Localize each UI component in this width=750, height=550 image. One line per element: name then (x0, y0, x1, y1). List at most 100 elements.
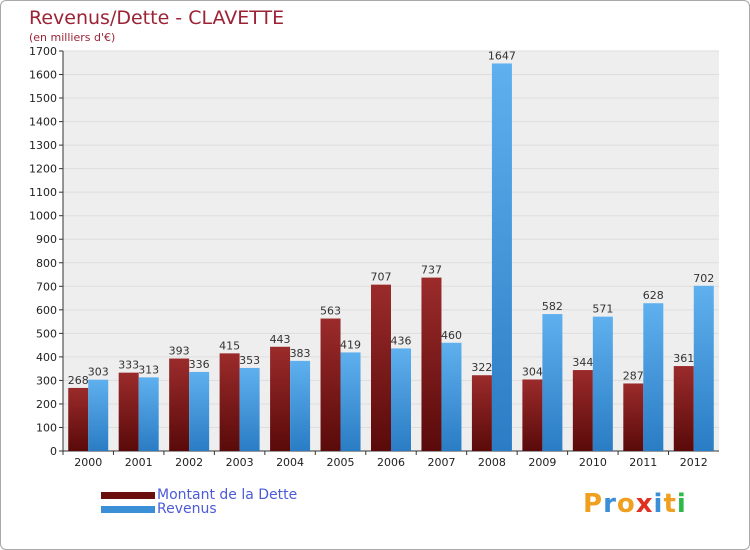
bar-debt (169, 358, 190, 451)
legend-swatch-revenue (101, 505, 155, 513)
bar-debt (673, 366, 694, 451)
data-label-revenue: 336 (189, 358, 210, 371)
data-label-debt: 344 (572, 356, 593, 369)
x-tick-label: 2005 (327, 456, 355, 469)
bar-debt (572, 370, 593, 451)
bar-revenue (290, 360, 311, 451)
x-tick-label: 2004 (276, 456, 304, 469)
x-tick-label: 2003 (226, 456, 254, 469)
logo-letter: t (663, 489, 677, 519)
data-label-debt: 304 (522, 365, 543, 378)
logo-letter: P (583, 489, 604, 519)
logo-letter: o (616, 489, 636, 519)
data-label-revenue: 1647 (488, 49, 516, 62)
data-label-revenue: 436 (391, 334, 412, 347)
data-label-debt: 737 (421, 264, 442, 277)
bar-debt (471, 375, 492, 451)
x-tick-label: 2011 (629, 456, 657, 469)
x-tick-label: 2008 (478, 456, 506, 469)
legend-item-revenue: Revenus (101, 501, 217, 517)
data-label-revenue: 702 (693, 272, 714, 285)
bar-debt (118, 372, 139, 451)
y-tick-label: 1600 (29, 69, 57, 82)
data-label-debt: 333 (118, 359, 139, 372)
x-tick-label: 2012 (680, 456, 708, 469)
data-label-debt: 563 (320, 305, 341, 318)
y-tick-label: 500 (36, 327, 57, 340)
y-tick-label: 0 (50, 445, 57, 458)
chart-subtitle: (en milliers d'€) (29, 31, 116, 44)
data-label-debt: 322 (471, 361, 492, 374)
bar-debt (320, 318, 341, 451)
y-tick-label: 200 (36, 398, 57, 411)
y-tick-label: 300 (36, 374, 57, 387)
bar-revenue (239, 367, 260, 451)
y-tick-label: 800 (36, 257, 57, 270)
data-label-debt: 415 (219, 339, 240, 352)
x-tick-label: 2006 (377, 456, 405, 469)
data-label-debt: 707 (371, 271, 392, 284)
bar-debt (219, 353, 240, 451)
chart-title: Revenus/Dette - CLAVETTE (29, 7, 285, 29)
data-label-revenue: 582 (542, 300, 563, 313)
logo-letter: i (653, 489, 664, 519)
legend-label-debt: Montant de la Dette (157, 487, 298, 503)
logo-letter: i (676, 489, 687, 519)
y-tick-label: 1100 (29, 186, 57, 199)
data-label-revenue: 628 (643, 289, 664, 302)
data-label-revenue: 571 (592, 303, 613, 316)
bar-revenue (693, 285, 714, 451)
bar-debt (522, 379, 543, 451)
bar-debt (421, 277, 442, 451)
y-tick-label: 700 (36, 280, 57, 293)
y-tick-label: 100 (36, 421, 57, 434)
bar-revenue (491, 63, 512, 452)
logo-letter: r (603, 489, 617, 519)
logo-letter: x (635, 489, 654, 519)
data-label-debt: 287 (623, 369, 644, 382)
bar-debt (68, 387, 89, 451)
y-tick-label: 900 (36, 233, 57, 246)
data-label-debt: 393 (169, 345, 190, 358)
bar-debt (371, 284, 391, 451)
x-tick-label: 2001 (125, 456, 153, 469)
data-label-revenue: 383 (290, 347, 311, 360)
data-label-debt: 268 (68, 374, 89, 387)
data-label-debt: 443 (270, 333, 291, 346)
x-tick-label: 2009 (528, 456, 556, 469)
bar-revenue (340, 352, 361, 451)
bar-revenue (542, 314, 563, 451)
bar-revenue (88, 379, 109, 451)
legend-label-revenue: Revenus (157, 501, 217, 517)
x-tick-label: 2000 (74, 456, 102, 469)
proxiti-logo: Proxiti (583, 489, 687, 519)
data-label-revenue: 303 (88, 366, 109, 379)
y-tick-label: 1200 (29, 163, 57, 176)
bar-revenue (189, 371, 210, 451)
x-tick-label: 2007 (427, 456, 455, 469)
y-tick-label: 1000 (29, 210, 57, 223)
bar-revenue (592, 316, 613, 451)
bar-revenue (441, 342, 462, 451)
data-label-revenue: 460 (441, 329, 462, 342)
y-tick-label: 1400 (29, 116, 57, 129)
bar-revenue (391, 348, 411, 451)
data-label-revenue: 313 (138, 363, 159, 376)
x-tick-label: 2010 (579, 456, 607, 469)
bar-revenue (643, 303, 664, 451)
data-label-revenue: 419 (340, 338, 361, 351)
bar-debt (623, 383, 644, 451)
y-tick-label: 400 (36, 351, 57, 364)
legend-item-debt: Montant de la Dette (101, 487, 297, 503)
bar-revenue (138, 377, 159, 451)
legend-swatch-debt (101, 491, 155, 499)
y-tick-label: 1700 (29, 45, 57, 58)
data-label-debt: 361 (673, 352, 694, 365)
y-tick-label: 600 (36, 304, 57, 317)
y-tick-label: 1500 (29, 92, 57, 105)
data-label-revenue: 353 (239, 354, 260, 367)
bar-debt (270, 346, 291, 451)
y-tick-label: 1300 (29, 139, 57, 152)
